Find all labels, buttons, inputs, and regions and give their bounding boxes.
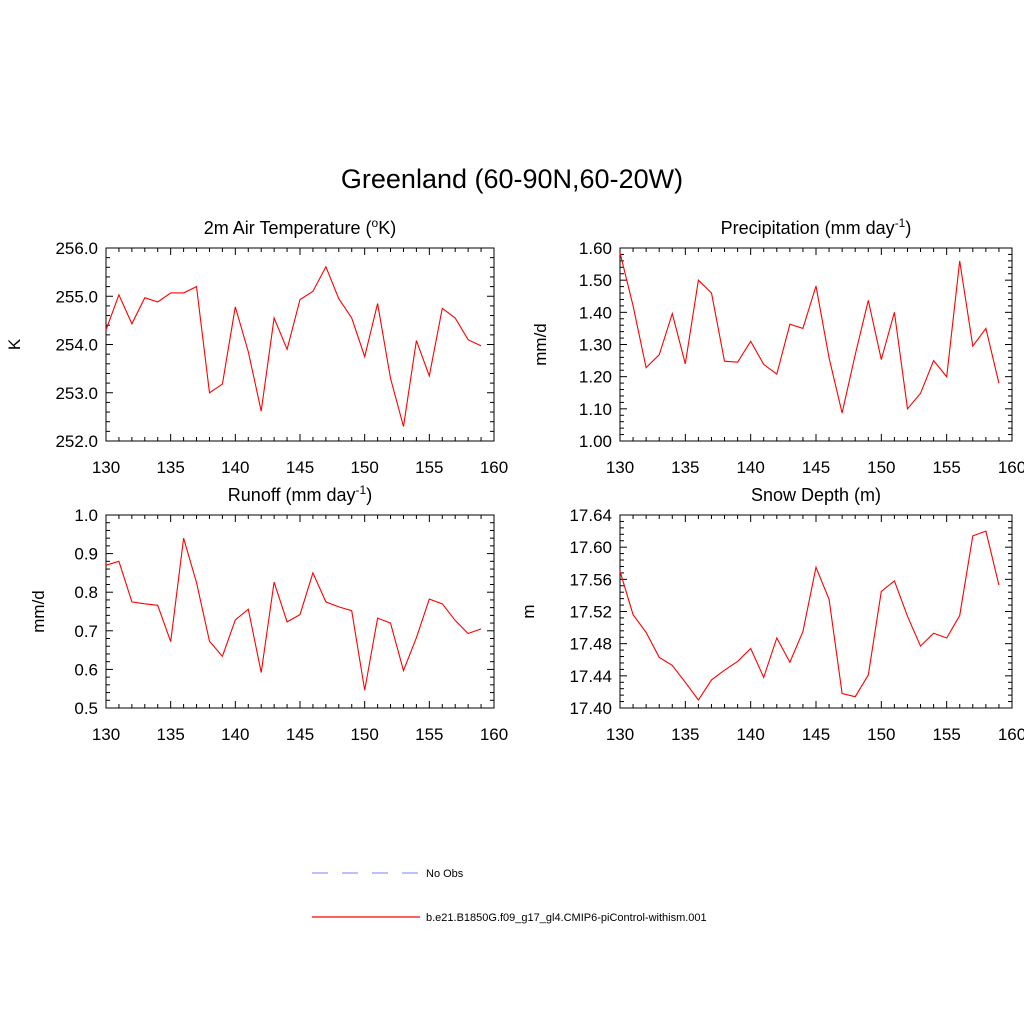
y-tick-label: 255.0 — [55, 287, 98, 306]
chart-panel-3: 130 135 140 145 150 155 160 0.5 0.6 0.7 0.8 0.9 1.0 m… — [29, 483, 508, 744]
y-tick-label: 17.60 — [569, 538, 612, 557]
y-axis-label: mm/d — [29, 590, 48, 633]
y-tick-label: 0.9 — [74, 545, 98, 564]
y-tick-label: 1.40 — [579, 303, 612, 322]
y-tick-label: 17.40 — [569, 699, 612, 718]
y-tick-label: 1.00 — [579, 432, 612, 451]
x-tick-label: 130 — [92, 725, 120, 744]
panel-title: Precipitation (mm day-1) — [721, 216, 912, 238]
y-axis-label: m — [519, 604, 538, 618]
x-tick-label: 145 — [802, 725, 830, 744]
chart-panel-4: 130 135 140 145 150 155 160 17.40 17.44 17.48 17.5… — [519, 485, 1024, 744]
y-tick-label: 0.6 — [74, 660, 98, 679]
y-tick-label: 1.30 — [579, 336, 612, 355]
chart-panel-1: 130 135 140 145 150 155 160 252.0 253.0 254.0 255.… — [5, 216, 508, 477]
y-tick-label: 17.64 — [569, 506, 612, 525]
y-tick-label: 1.0 — [74, 506, 98, 525]
y-tick-label: 1.50 — [579, 271, 612, 290]
x-tick-label: 145 — [286, 725, 314, 744]
y-tick-label: 1.60 — [579, 239, 612, 258]
panel-title: 2m Air Temperature (oK) — [204, 216, 396, 238]
x-tick-label: 135 — [156, 725, 184, 744]
x-tick-label: 140 — [221, 458, 249, 477]
x-tick-label: 130 — [606, 725, 634, 744]
y-tick-label: 1.10 — [579, 400, 612, 419]
data-line — [105, 538, 482, 691]
x-tick-label: 140 — [221, 725, 249, 744]
x-tick-label: 160 — [480, 725, 508, 744]
x-tick-label: 160 — [998, 725, 1024, 744]
y-tick-label: 0.8 — [74, 583, 98, 602]
chart-panel-2: 130 135 140 145 150 155 160 1.00 1.10 1.20 1.30 1.4… — [531, 216, 1024, 477]
y-tick-label: 254.0 — [55, 336, 98, 355]
x-tick-label: 160 — [480, 458, 508, 477]
x-tick-label: 135 — [671, 725, 699, 744]
x-tick-label: 155 — [932, 458, 960, 477]
y-tick-label: 0.7 — [74, 622, 98, 641]
y-axis-label: K — [5, 338, 24, 350]
x-tick-label: 130 — [92, 458, 120, 477]
y-tick-label: 17.56 — [569, 570, 612, 589]
x-tick-label: 145 — [286, 458, 314, 477]
panel-title: Snow Depth (m) — [751, 485, 881, 505]
x-tick-label: 160 — [998, 458, 1024, 477]
x-tick-label: 150 — [350, 725, 378, 744]
x-tick-label: 155 — [415, 725, 443, 744]
y-tick-label: 17.44 — [569, 667, 612, 686]
data-line — [105, 265, 482, 427]
x-tick-label: 155 — [415, 458, 443, 477]
y-axis-label: mm/d — [531, 323, 550, 366]
x-tick-label: 150 — [867, 458, 895, 477]
legend-label: No Obs — [426, 868, 464, 880]
y-tick-label: 252.0 — [55, 432, 98, 451]
data-line — [619, 252, 1000, 414]
y-tick-label: 256.0 — [55, 239, 98, 258]
y-tick-label: 17.48 — [569, 635, 612, 654]
figure-title: Greenland (60-90N,60-20W) — [340, 164, 684, 194]
plot-frame — [619, 247, 1013, 442]
x-tick-label: 140 — [736, 458, 764, 477]
plot-frame — [105, 514, 495, 709]
y-tick-label: 0.5 — [74, 699, 98, 718]
y-tick-label: 17.52 — [569, 603, 612, 622]
x-tick-label: 150 — [350, 458, 378, 477]
x-tick-label: 135 — [671, 458, 699, 477]
panel-title: Runoff (mm day-1) — [228, 483, 372, 505]
y-tick-label: 1.20 — [579, 368, 612, 387]
plot-frame — [619, 514, 1013, 709]
x-tick-label: 145 — [802, 458, 830, 477]
x-tick-label: 130 — [606, 458, 634, 477]
x-tick-label: 155 — [932, 725, 960, 744]
x-tick-label: 150 — [867, 725, 895, 744]
y-tick-label: 253.0 — [55, 384, 98, 403]
x-tick-label: 135 — [156, 458, 184, 477]
legend: No Obs b.e21.B1850G.f09_g17_gl4.CMIP6-piC… — [312, 868, 707, 924]
data-line — [619, 530, 1000, 701]
legend-label: b.e21.B1850G.f09_g17_gl4.CMIP6-piControl… — [426, 912, 707, 924]
x-tick-label: 140 — [736, 725, 764, 744]
